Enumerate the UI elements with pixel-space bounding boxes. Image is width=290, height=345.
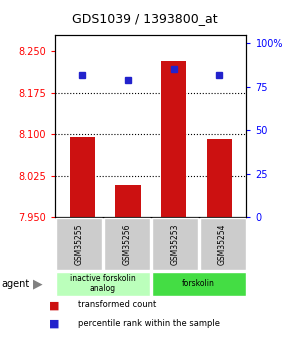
Text: GDS1039 / 1393800_at: GDS1039 / 1393800_at <box>72 12 218 25</box>
Bar <box>70 137 95 217</box>
Text: GSM35256: GSM35256 <box>122 223 131 265</box>
Bar <box>56 218 102 270</box>
Text: ■: ■ <box>49 300 60 310</box>
Bar <box>206 139 232 217</box>
Text: GSM35253: GSM35253 <box>170 223 179 265</box>
Bar <box>56 272 150 296</box>
Text: agent: agent <box>1 279 30 289</box>
Bar <box>115 185 141 217</box>
Text: GSM35254: GSM35254 <box>218 223 227 265</box>
Text: GSM35255: GSM35255 <box>75 223 84 265</box>
Text: forskolin: forskolin <box>182 279 215 288</box>
Bar <box>152 272 246 296</box>
Text: inactive forskolin
analog: inactive forskolin analog <box>70 274 136 294</box>
Text: transformed count: transformed count <box>78 300 157 309</box>
Bar <box>161 61 186 217</box>
Bar <box>104 218 150 270</box>
Bar <box>152 218 198 270</box>
Text: percentile rank within the sample: percentile rank within the sample <box>78 319 220 328</box>
Text: ■: ■ <box>49 319 60 329</box>
Bar <box>200 218 246 270</box>
Text: ▶: ▶ <box>33 277 43 290</box>
